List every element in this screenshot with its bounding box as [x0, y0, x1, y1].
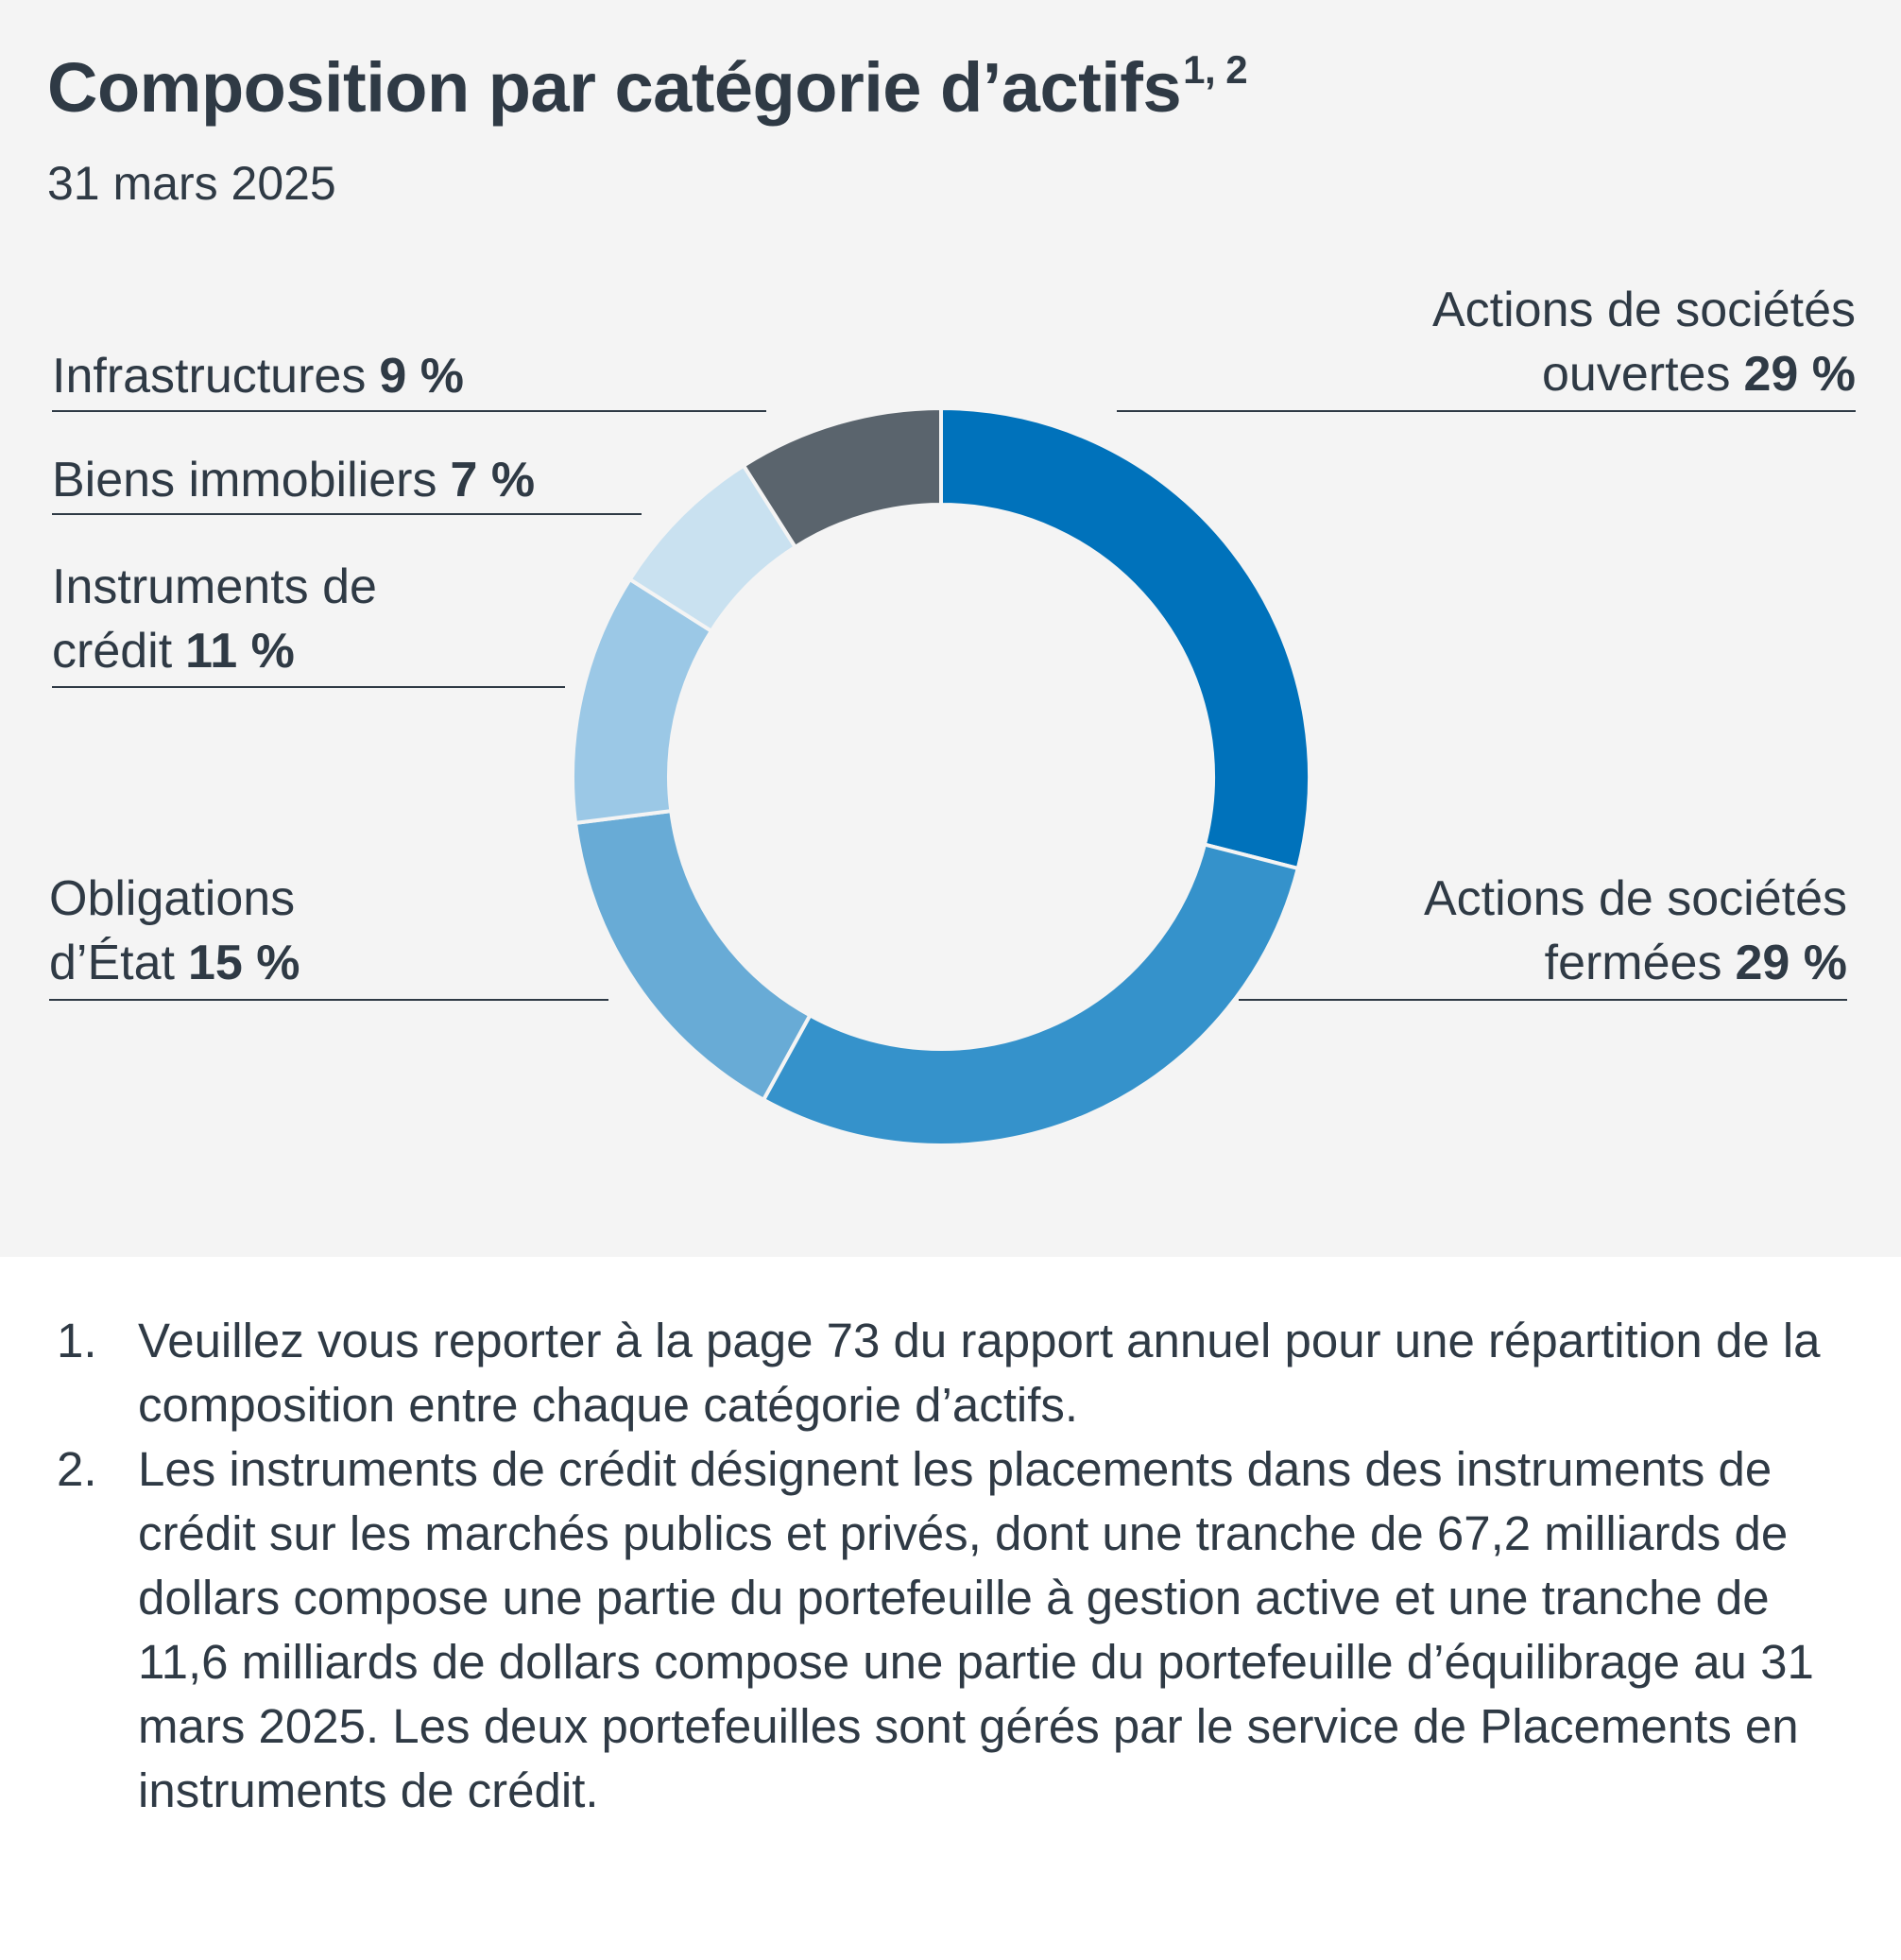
leader-line-infrastructures [52, 410, 766, 412]
label-credit-name-line1: Instruments de [52, 559, 377, 614]
label-government-bonds-pct: 15 % [187, 936, 300, 990]
label-private-equity-name-line2: fermées [1544, 936, 1722, 990]
chart-title-text: Composition par catégorie d’actifs [47, 48, 1182, 127]
donut-slice-actions-de-societes-ouvertes [939, 405, 1312, 871]
label-credit: Instruments de crédit 11 % [52, 555, 377, 683]
leader-line-government-bonds [49, 999, 608, 1001]
label-private-equity: Actions de sociétés fermées 29 % [1424, 867, 1847, 995]
label-government-bonds-name-line2: d’État [49, 936, 175, 990]
label-government-bonds: Obligations d’État 15 % [49, 867, 300, 995]
footnote-2-text: Les instruments de crédit désignent les … [138, 1442, 1814, 1817]
footnote-1-text: Veuillez vous reporter à la page 73 du r… [138, 1314, 1821, 1432]
footnotes: 1. Veuillez vous reporter à la page 73 d… [57, 1309, 1852, 1823]
label-infrastructures-pct: 9 % [379, 349, 464, 404]
leader-line-real-estate [52, 513, 642, 515]
chart-subtitle: 31 mars 2025 [47, 157, 336, 210]
footnote-1: 1. Veuillez vous reporter à la page 73 d… [57, 1309, 1852, 1437]
label-infrastructures: Infrastructures 9 % [52, 344, 464, 408]
label-real-estate-name: Biens immobiliers [52, 453, 437, 507]
donut-slice-actions-de-societes-fermees [761, 842, 1301, 1147]
donut-slice-infrastructures [741, 405, 943, 550]
label-credit-pct: 11 % [185, 624, 295, 679]
label-private-equity-name-line1: Actions de sociétés [1423, 871, 1847, 926]
label-credit-name-line2: crédit [52, 624, 173, 679]
leader-line-private-equity [1239, 999, 1847, 1001]
leader-line-public-equity [1117, 410, 1856, 412]
label-public-equity-pct: 29 % [1743, 347, 1856, 402]
label-public-equity: Actions de sociétés ouvertes 29 % [1432, 278, 1856, 406]
footnote-1-number: 1. [57, 1314, 97, 1367]
donut-slice-obligations-d-etat [573, 808, 813, 1103]
label-public-equity-name-line1: Actions de sociétés [1431, 283, 1856, 337]
label-real-estate: Biens immobiliers 7 % [52, 448, 535, 512]
footnote-2: 2. Les instruments de crédit désignent l… [57, 1437, 1852, 1823]
label-infrastructures-name: Infrastructures [52, 349, 367, 404]
footnote-2-number: 2. [57, 1442, 97, 1496]
label-real-estate-pct: 7 % [450, 453, 536, 507]
label-public-equity-name-line2: ouvertes [1542, 347, 1731, 402]
label-private-equity-pct: 29 % [1735, 936, 1847, 990]
title-footnote-refs: 1, 2 [1183, 47, 1248, 92]
leader-line-credit [52, 686, 565, 688]
chart-title: Composition par catégorie d’actifs1, 2 [47, 47, 1248, 128]
label-government-bonds-name-line1: Obligations [49, 871, 296, 926]
donut-chart [573, 405, 1312, 1147]
